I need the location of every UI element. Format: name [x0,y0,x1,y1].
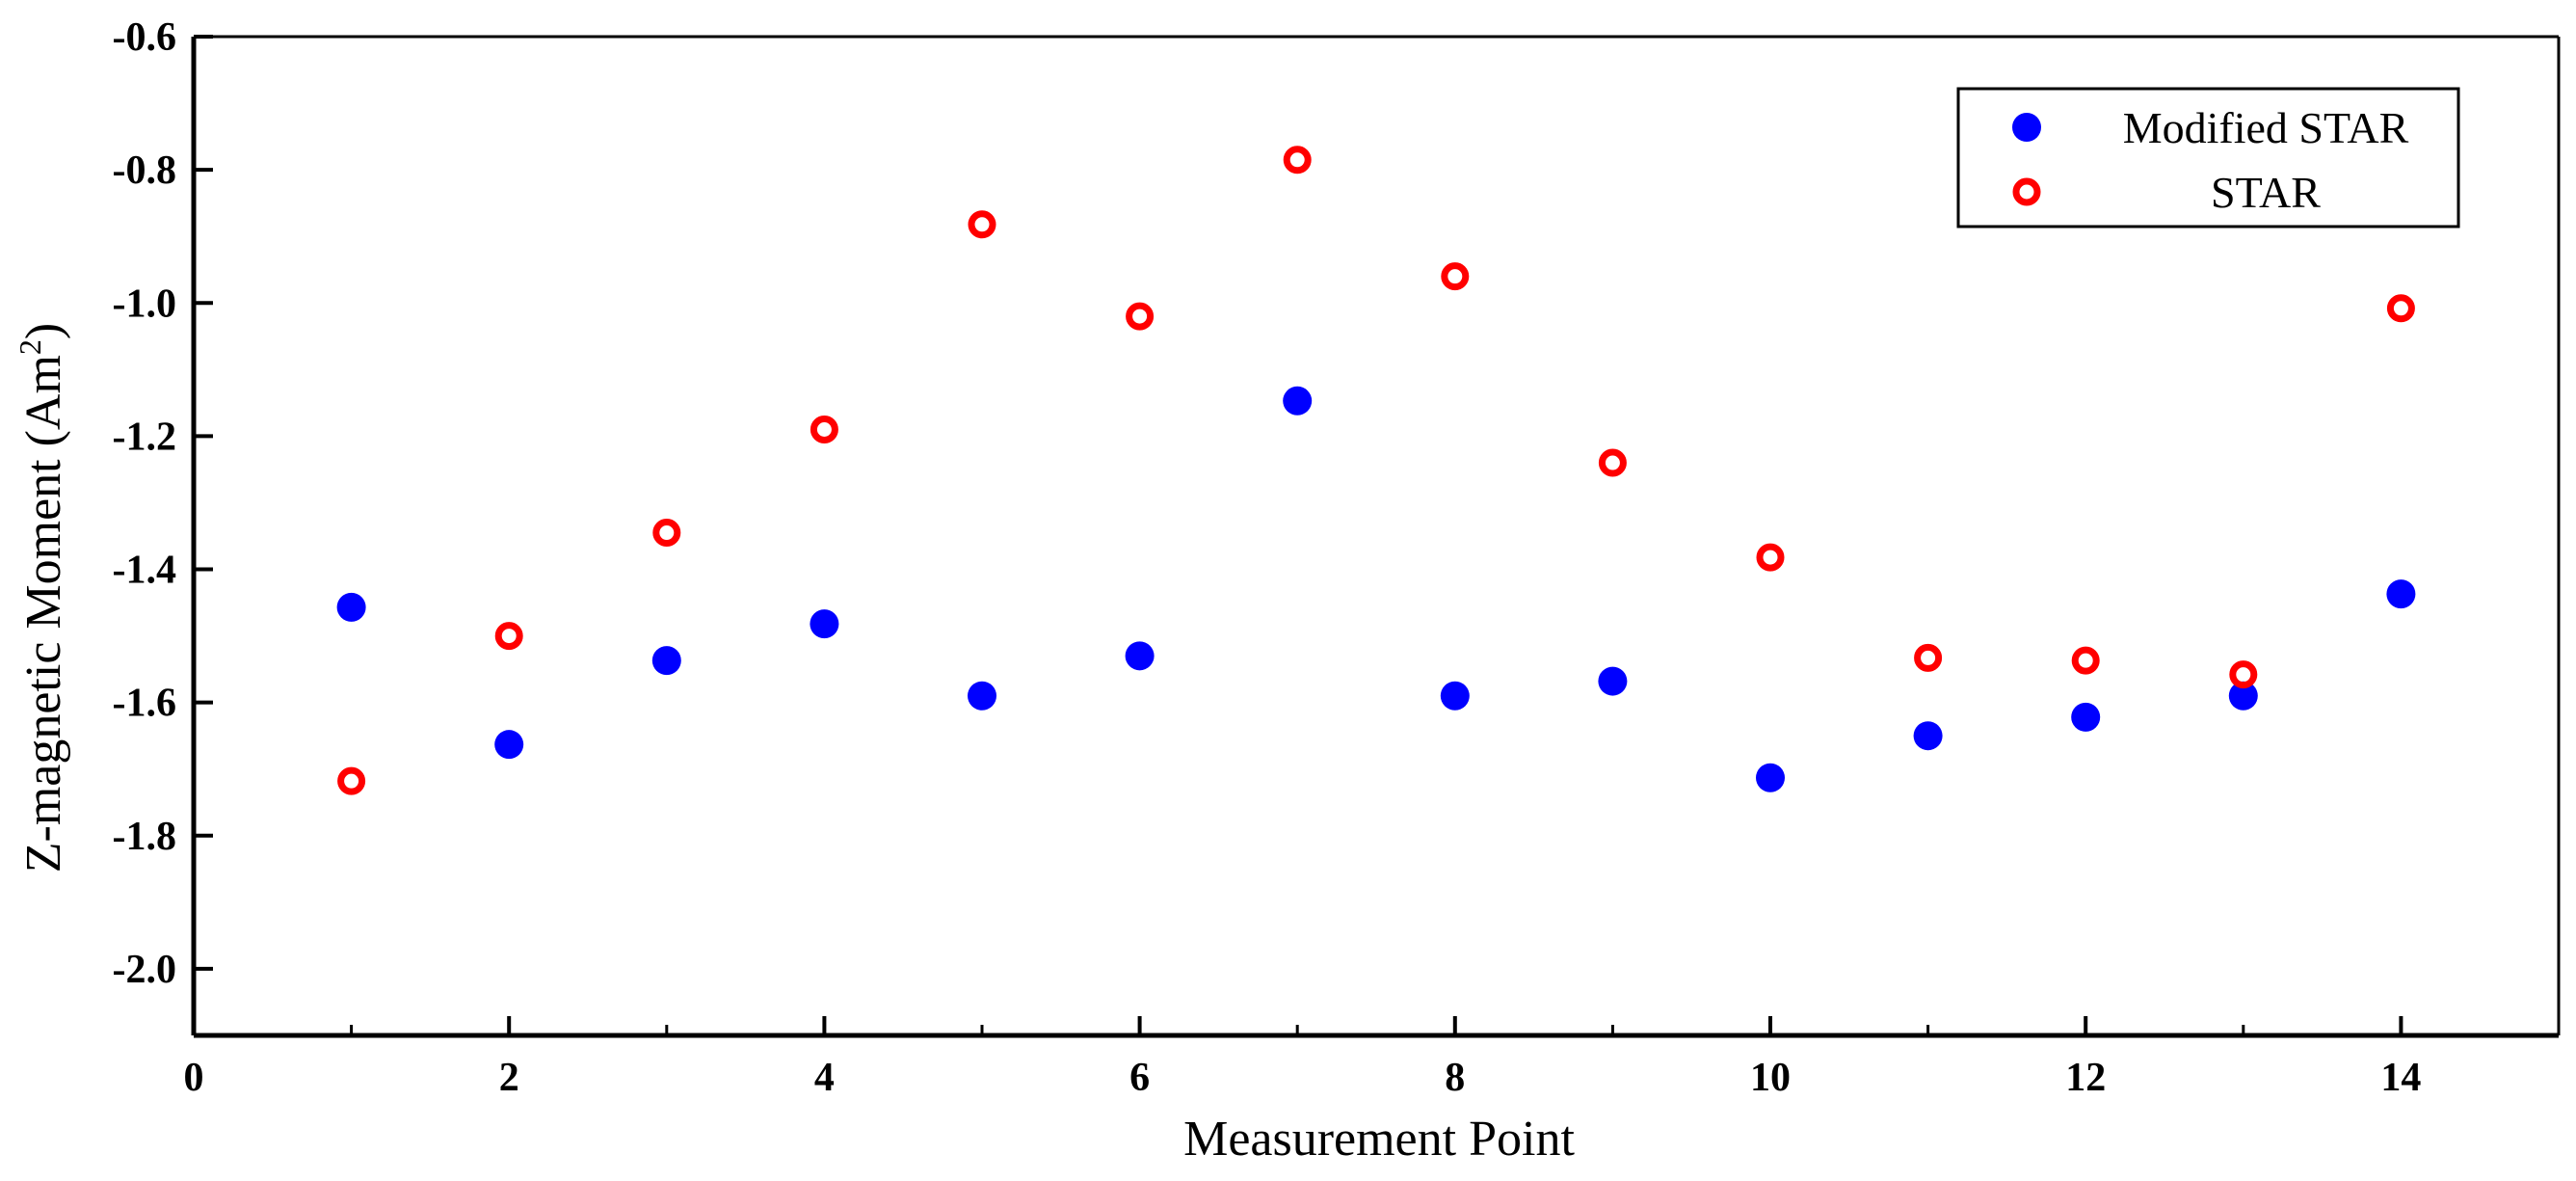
y-tick-label: -1.8 [113,815,177,859]
data-point-modified-star [1598,666,1628,696]
series-modified-star [336,386,2416,792]
data-point-star [1441,262,1470,291]
y-axis-title: Z-magnetic Moment (Am2) [13,323,71,873]
data-point-modified-star [2386,579,2416,609]
data-point-modified-star [2228,681,2258,711]
x-tick-label: 0 [184,1056,204,1100]
data-point-star [2386,294,2415,323]
data-point-modified-star [336,592,366,622]
x-axis: 0 2 4 6 8 10 12 14 [184,1016,2559,1100]
y-tick-label: -2.0 [113,948,177,992]
y-axis: -2.0 -1.8 -1.6 -1.4 -1.2 -1.0 -0.8 -0.6 [113,15,213,1035]
data-point-star [494,622,523,651]
data-point-modified-star [1125,641,1155,671]
x-tick-label: 10 [1750,1056,1791,1100]
data-point-modified-star [1913,721,1943,751]
y-axis-title-tail: ) [16,323,71,339]
plot-area [194,35,2561,1035]
x-axis-title: Measurement Point [1183,1112,1575,1167]
data-point-modified-star [1440,681,1470,711]
data-point-modified-star [651,646,681,676]
x-tick-label: 6 [1129,1056,1150,1100]
data-point-star [968,210,996,239]
data-point-star [2229,660,2258,689]
x-tick-label: 14 [2380,1056,2421,1100]
y-axis-title-superscript: 2 [13,339,47,355]
data-point-star [1756,543,1785,572]
data-point-star [1598,448,1627,477]
data-point-star [337,766,366,795]
data-point-star [1283,146,1312,174]
series-star [337,146,2415,795]
y-tick-label: -1.2 [113,415,177,459]
data-point-modified-star [1283,386,1313,416]
data-point-modified-star [810,609,839,639]
data-point-modified-star [2071,702,2101,732]
y-tick-label: -1.4 [113,549,177,593]
legend-box [1956,87,2460,228]
y-axis-title-main: Z-magnetic Moment (Am [16,355,71,872]
data-point-modified-star [968,681,996,711]
legend-marker-modified-star [2012,113,2041,142]
legend-label-star: STAR [2211,168,2321,217]
legend-label-modified-star: Modified STAR [2123,103,2409,152]
x-tick-label: 2 [499,1056,519,1100]
data-point-modified-star [494,730,524,760]
legend-marker-star [2012,177,2041,206]
x-tick-label: 12 [2065,1056,2106,1100]
data-point-modified-star [1756,763,1785,792]
data-point-star [2071,646,2100,675]
data-point-star [652,519,681,548]
data-point-star [1914,643,1943,672]
y-tick-label: -0.6 [113,15,177,60]
x-tick-label: 8 [1445,1056,1465,1100]
data-point-star [810,415,838,443]
data-point-star [1126,302,1155,331]
x-tick-label: 4 [814,1056,835,1100]
legend: Modified STAR STAR [1956,87,2460,228]
y-tick-label: -1.0 [113,282,177,326]
y-tick-label: -0.8 [113,148,177,193]
y-tick-label: -1.6 [113,682,177,726]
